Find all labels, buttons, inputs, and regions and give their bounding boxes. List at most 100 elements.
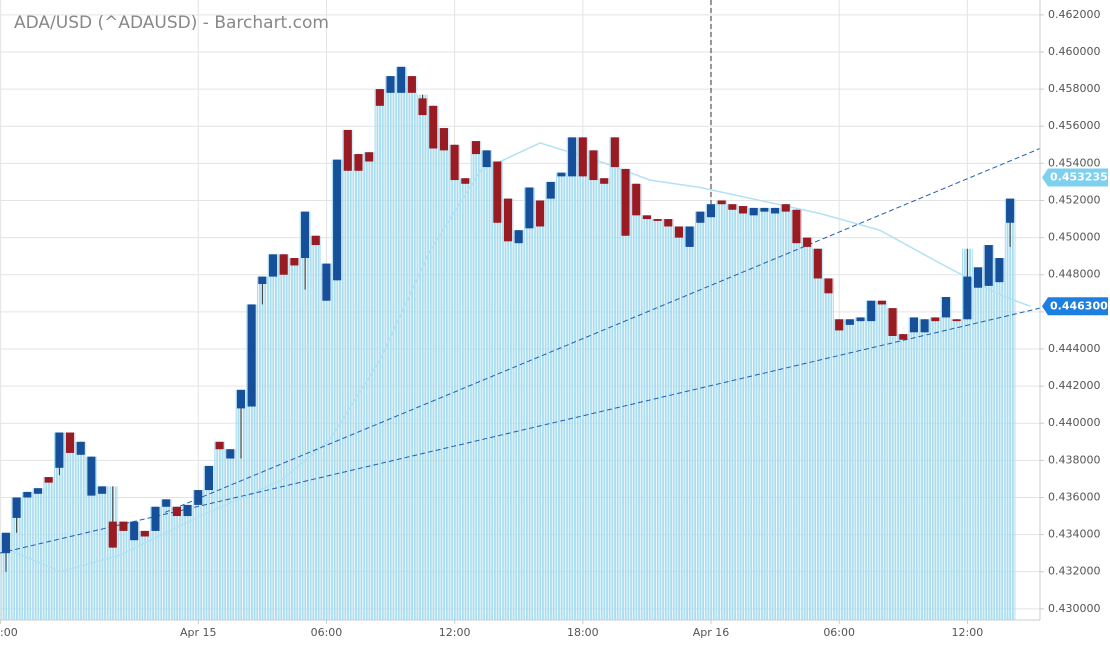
candle-body [461,178,470,184]
y-tick-label: 0.448000 [1048,268,1101,281]
candle-body [343,129,352,171]
candle-body [87,456,96,496]
x-tick-label: Apr 16 [693,626,730,639]
area-bar [620,168,631,620]
candle-body [738,206,748,214]
moving-average [0,142,1031,573]
area-bar [929,317,941,620]
area-bar [54,432,65,620]
candle-body [952,319,961,322]
candle-body [845,319,854,325]
area-bar [417,94,428,620]
candle-body [536,200,545,227]
area-bar [363,152,375,620]
candle-body [835,319,844,331]
area-bar [855,317,866,620]
candle-body [546,181,555,199]
x-tick-label: 12:00 [439,626,471,639]
y-tick-label: 0.456000 [1048,119,1101,132]
area-bar [289,258,300,620]
area-bar [641,215,653,620]
area-bar [865,300,877,620]
y-tick-label: 0.454000 [1048,156,1101,169]
candle-body [589,150,598,181]
area-bar [385,76,396,620]
candle-body [1,532,11,554]
candle-body [429,105,438,149]
area-bar [748,207,760,620]
candle-body [525,187,534,229]
area-bar [833,319,845,620]
x-tick-label: Apr 15 [180,626,217,639]
candle-body [183,504,192,517]
candle-body [1006,198,1015,223]
candle-body [557,172,566,177]
candle-body [760,207,769,212]
candle-body [258,276,267,285]
area-bar [897,334,909,620]
area-bar [1004,198,1016,620]
price-label: 0.453235 [1050,171,1108,184]
area-bar [32,488,44,620]
candle-body [888,308,897,336]
candle-body [931,317,940,322]
candle-body [803,237,812,247]
area-bar [43,477,55,620]
area-bar [118,521,129,620]
area-bar [598,178,610,620]
candle-body [55,432,64,468]
area-bar [342,129,354,620]
area-bar [780,204,792,620]
candle-body [365,152,374,162]
y-tick-label: 0.452000 [1048,193,1101,206]
candle-body [33,488,43,494]
x-tick-label: 18:00 [567,626,599,639]
area-bar [705,204,717,620]
y-tick-label: 0.430000 [1048,602,1101,615]
price-label: 0.446300 [1050,299,1108,312]
area-bar [556,172,567,620]
x-tick-label: 06:00 [823,626,855,639]
area-bar [694,211,706,620]
candle-body [215,441,224,450]
area-bar [459,178,471,620]
candle-body [984,245,993,286]
candle-body [194,490,203,505]
candle-body [514,230,523,244]
area-bar [566,137,578,620]
area-bar [630,183,642,620]
candle-body [290,258,299,266]
candle-body [268,254,278,277]
candle-body [963,276,972,320]
area-bar [534,200,546,620]
area-bar [224,449,236,620]
price-label-box [1042,168,1108,187]
candle-body [792,209,801,244]
candle-body [119,521,128,531]
area-bar [940,297,952,620]
candle-body [995,258,1004,283]
area-bar [278,254,290,620]
candle-body [236,389,246,409]
area-bar [727,204,738,620]
area-bar [246,304,258,620]
candle-body [621,168,630,236]
area-bar [257,276,268,620]
candle-body [653,219,662,221]
area-bar [823,278,834,620]
area-bar [406,76,418,620]
area-bar [150,506,161,620]
area-bar [374,89,386,620]
y-tick-label: 0.460000 [1048,45,1101,58]
candle-body [418,98,427,116]
candle-body [301,211,310,259]
candle-body [172,506,181,517]
candle-body [354,154,363,171]
candle-body [450,144,459,181]
candle-body [44,477,53,483]
area-bar [908,317,920,620]
area-bar [919,319,930,620]
candle-body [642,215,651,220]
area-bar [353,154,364,620]
